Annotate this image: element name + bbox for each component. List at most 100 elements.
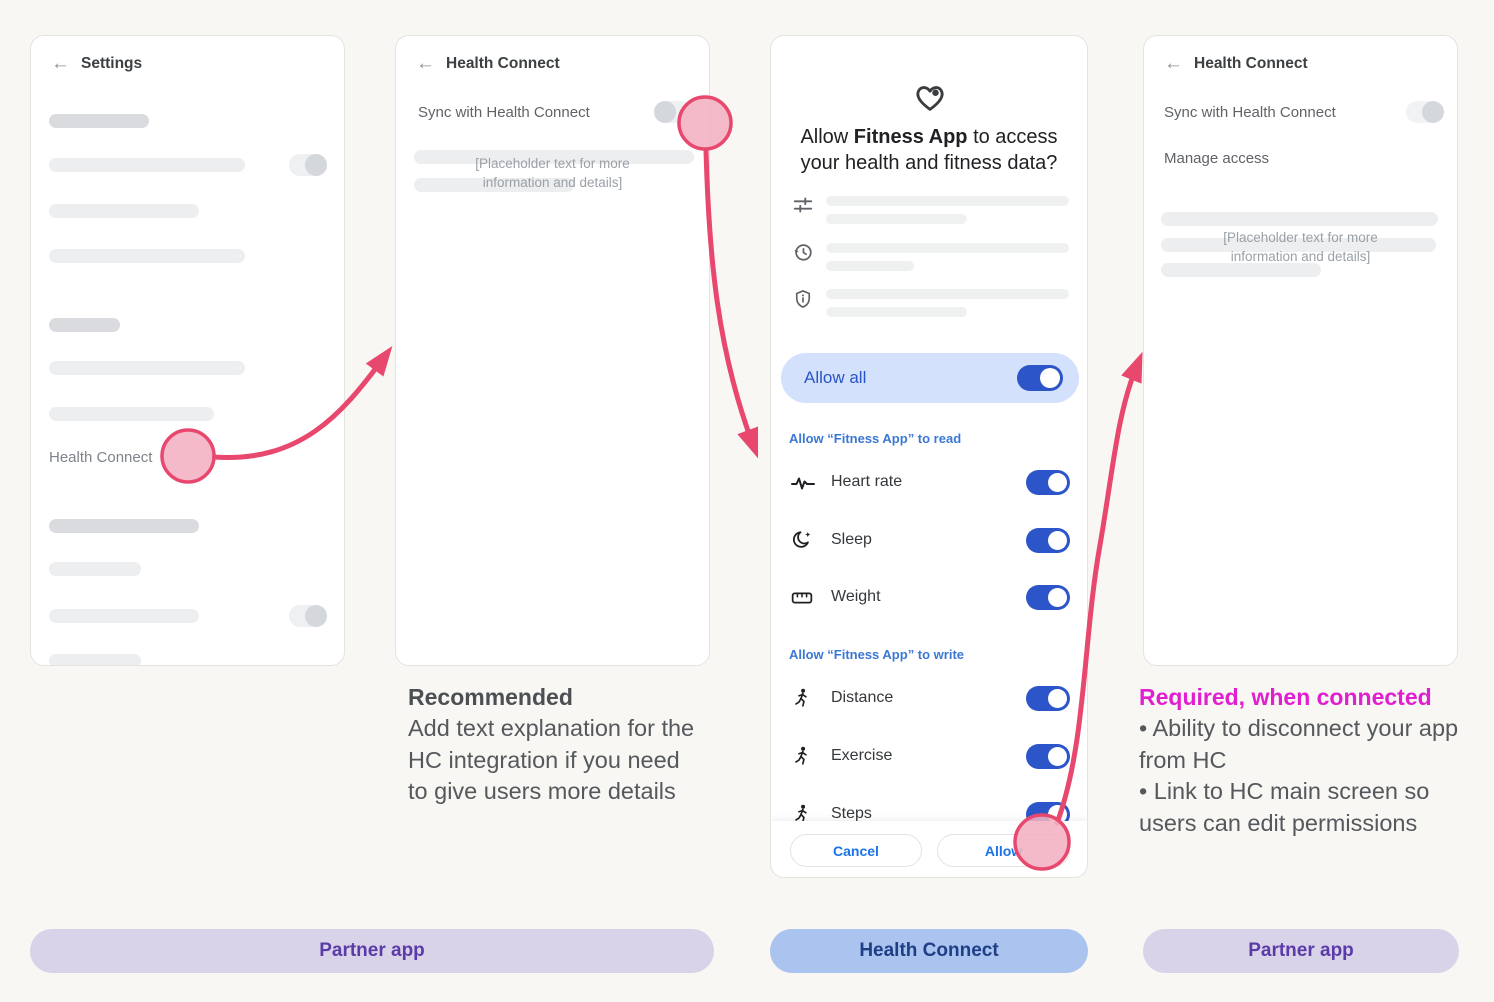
shield-info-icon [795,290,811,308]
allow-button[interactable]: Allow [937,834,1070,867]
placeholder-bar [826,243,1069,253]
annotation-title: Required, when connected [1139,684,1432,710]
dialog-title-line2: your health and fitness data? [800,152,1058,174]
sync-label: Sync with Health Connect [1164,104,1336,121]
distance-icon [795,688,807,707]
annotation-bullet: • Ability to disconnect your app from HC [1139,715,1459,773]
placeholder-bar [826,214,967,224]
footer-pill-partner-app-2: Partner app [1143,929,1459,973]
weight-toggle[interactable] [1026,585,1070,610]
placeholder-bar [49,114,149,128]
page-title: Settings [81,55,143,72]
annotation-title: Recommended [408,684,573,710]
back-arrow-icon[interactable]: ← [416,53,435,74]
exercise-toggle[interactable] [1026,744,1070,769]
dialog-title-pre: Allow [800,126,854,148]
allow-all-label: Allow all [804,368,867,387]
placeholder-caption-line2: information and details] [482,174,623,190]
placeholder-bar [414,150,694,164]
settings-toggle[interactable] [289,605,327,627]
panel-partner-settings: ← Settings Health Connect [30,35,345,666]
back-arrow-icon[interactable]: ← [51,53,70,74]
placeholder-bar [1161,212,1438,226]
placeholder-bar [49,519,199,533]
placeholder-bar [49,204,199,218]
settings-toggle[interactable] [289,154,327,176]
toggle-knob [305,154,327,176]
heart-rate-toggle[interactable] [1026,470,1070,495]
toggle-knob [1422,101,1444,123]
placeholder-caption-line2: information and details] [1230,248,1371,264]
sync-toggle[interactable] [1406,101,1444,123]
steps-icon [795,804,807,823]
write-section-label: Allow “Fitness App” to write [789,647,965,662]
placeholder-bar [49,609,199,623]
toggle-knob [654,101,676,123]
placeholder-bar [1161,263,1321,277]
placeholder-bar [49,654,141,665]
weight-icon [791,592,813,604]
placeholder-bar [826,196,1069,206]
placeholder-caption-line1: [Placeholder text for more [1223,230,1378,245]
toggle-knob [305,605,327,627]
placeholder-caption-line1: [Placeholder text for more [475,156,630,171]
allow-all-row[interactable]: Allow all [781,353,1079,403]
page-title: Health Connect [446,55,560,72]
distance-toggle[interactable] [1026,686,1070,711]
sleep-toggle[interactable] [1026,528,1070,553]
placeholder-bar [1161,238,1436,252]
annotation-body: Add text explanation for the HC integrat… [408,715,695,804]
panel-hc-permissions: Allow Fitness App to access your health … [770,35,1088,878]
sync-label: Sync with Health Connect [418,104,590,121]
toggle-knob [1047,747,1067,766]
footer-pill-health-connect: Health Connect [770,929,1088,973]
back-arrow-icon[interactable]: ← [1164,53,1183,74]
settings-item-health-connect[interactable]: Health Connect [49,449,153,466]
placeholder-bar [49,249,245,263]
placeholder-bar [49,361,245,375]
permission-label: Steps [831,805,872,822]
permission-label: Weight [831,588,881,605]
placeholder-caption: [Placeholder text for more information a… [1144,229,1457,266]
dialog-title-post: to access [967,126,1058,148]
placeholder-caption: [Placeholder text for more information a… [396,155,709,192]
toggle-knob [1047,689,1067,708]
toggle-knob [1047,531,1067,550]
placeholder-bar [414,178,574,192]
health-connect-logo-icon [916,86,944,111]
toggle-knob [1039,368,1060,388]
panel-partner-hc-after: ← Health Connect Sync with Health Connec… [1143,35,1458,666]
placeholder-bar [826,307,967,317]
placeholder-bar [49,407,214,421]
placeholder-bar [826,289,1069,299]
placeholder-bar [49,562,141,576]
dialog-title-app-name: Fitness App [853,126,968,148]
placeholder-bar [49,158,245,172]
toggle-knob [1047,473,1067,492]
read-section-label: Allow “Fitness App” to read [789,431,962,446]
tune-icon [793,197,813,213]
permission-label: Distance [831,689,894,706]
annotation-required: Required, when connected • Ability to di… [1139,682,1469,839]
toggle-knob [1047,588,1067,607]
permission-label: Heart rate [831,473,903,490]
exercise-icon [795,746,807,765]
cancel-button[interactable]: Cancel [790,834,922,867]
history-icon [794,244,812,261]
manage-access-item[interactable]: Manage access [1164,150,1270,167]
page-title: Health Connect [1194,55,1308,72]
placeholder-bar [826,261,914,271]
dialog-button-bar: Cancel Allow [771,821,1087,877]
permission-label: Exercise [831,747,893,764]
placeholder-bar [49,318,120,332]
sync-toggle[interactable] [654,101,692,123]
dialog-title: Allow Fitness App to access your health … [771,124,1087,176]
footer-pill-partner-app-1: Partner app [30,929,714,973]
panel-partner-hc-before: ← Health Connect Sync with Health Connec… [395,35,710,666]
annotation-bullet: • Link to HC main screen so users can ed… [1139,778,1430,836]
annotation-recommended: Recommended Add text explanation for the… [408,682,696,808]
flow-arrow-2 [703,147,759,459]
allow-all-toggle[interactable] [1017,365,1063,391]
permission-label: Sleep [831,531,872,548]
